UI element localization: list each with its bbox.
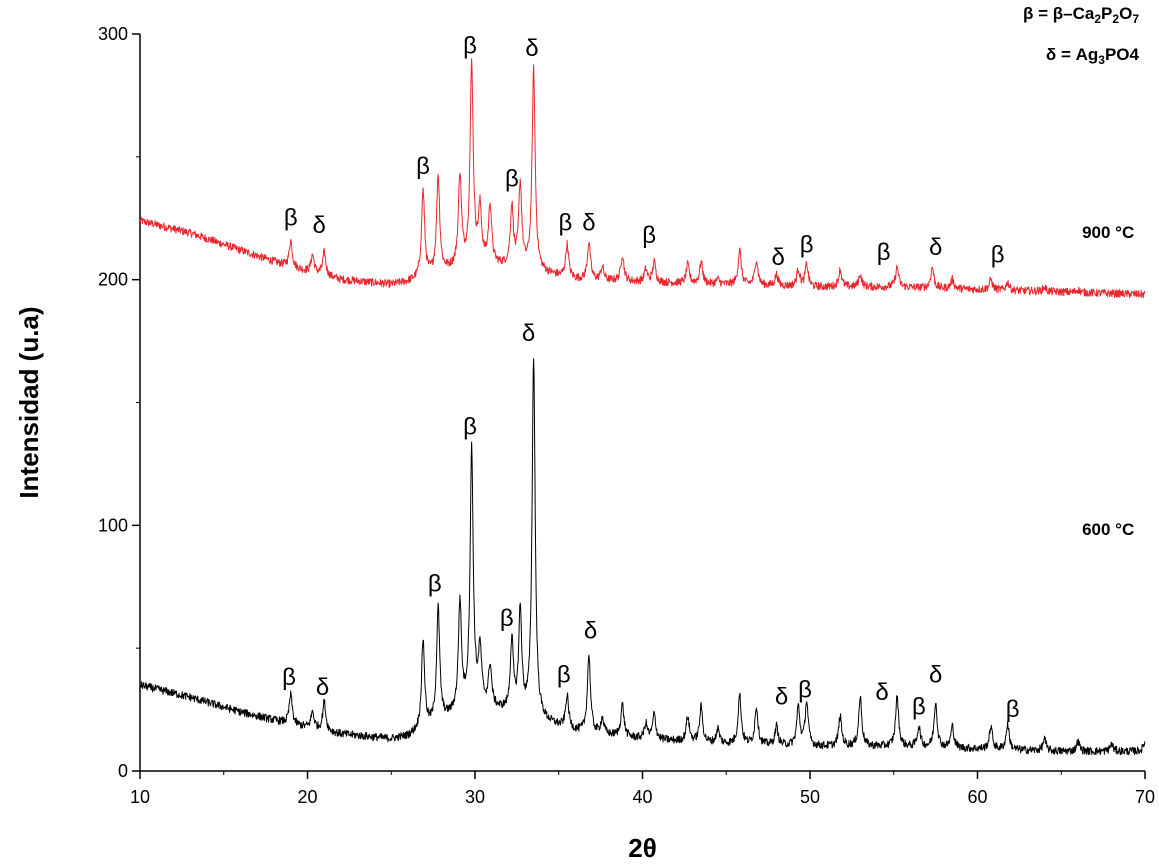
peak-annotation: β [284, 205, 298, 232]
x-tick-label: 30 [465, 787, 485, 807]
legend-beta-mid1: P [1101, 4, 1113, 23]
x-tick-label: 10 [130, 787, 150, 807]
legend-delta: δ = Ag3PO4 [1046, 45, 1139, 67]
legend-delta-equals: = Ag [1060, 45, 1099, 64]
peak-annotation: β [282, 664, 296, 691]
y-tick-label: 200 [98, 270, 128, 290]
legend-delta-sub1: 3 [1098, 53, 1105, 67]
y-tick-label: 100 [98, 515, 128, 535]
axes: 10 20 30 40 50 60 70 0 100 200 300 2θ Intensidad (u.… [14, 24, 1155, 863]
peak-annotation: β [428, 571, 442, 598]
x-tick-label: 70 [1135, 787, 1155, 807]
peak-annotation: β [991, 241, 1005, 268]
peak-annotation: β [463, 33, 477, 60]
legend-beta-sub2: 2 [1112, 12, 1120, 26]
series-layer [139, 57, 1146, 756]
peak-annotation: δ [525, 35, 538, 62]
peak-annotation: β [500, 605, 514, 632]
x-tick-label: 40 [632, 787, 652, 807]
legend-delta-rest: PO4 [1104, 45, 1139, 64]
legend-delta-symbol: δ [1045, 45, 1057, 64]
y-tick-label: 0 [118, 761, 128, 781]
peak-annotation: β [463, 413, 477, 440]
legend-beta-mid2: O [1119, 4, 1133, 23]
y-axis-label: Intensidad (u.a) [14, 306, 44, 498]
peak-annotation: δ [522, 320, 535, 347]
peak-annotation: β [559, 210, 573, 237]
peak-annotation: δ [316, 674, 329, 701]
series-label: 600 °C [1082, 520, 1134, 539]
legend-beta-symbol: β [1023, 4, 1034, 23]
x-axis-label: 2θ [628, 833, 657, 863]
peak-annotation: β [1006, 696, 1020, 723]
series-line-2 [139, 358, 1146, 756]
series-line-1 [139, 57, 1146, 299]
series-label: 900 °C [1082, 223, 1134, 242]
peak-annotation: β [642, 222, 656, 249]
legend-beta-sub3: 7 [1132, 12, 1139, 26]
legend-beta-sub1: 2 [1094, 12, 1102, 26]
peak-annotation: β [416, 153, 430, 180]
peak-annotation: β [505, 165, 519, 192]
peak-annotation: δ [775, 684, 788, 711]
peak-annotation: β [800, 232, 814, 259]
peak-annotation: δ [582, 210, 595, 237]
peak-annotation: δ [929, 662, 942, 689]
peak-annotation: δ [875, 679, 888, 706]
legend-beta: β = β–Ca2P2O7 [1023, 4, 1139, 26]
peak-annotation: β [798, 676, 812, 703]
peak-annotation: δ [584, 617, 597, 644]
peak-annotation: δ [771, 244, 784, 271]
peak-annotation: δ [929, 234, 942, 261]
x-tick-label: 20 [297, 787, 317, 807]
y-tick-label: 300 [98, 24, 128, 44]
peak-annotation: β [557, 662, 571, 689]
peak-annotation: β [912, 693, 926, 720]
peak-annotation: δ [313, 212, 326, 239]
legend-beta-prefix: β–Ca [1052, 4, 1095, 23]
legend-beta-equals: = [1038, 4, 1049, 23]
x-tick-label: 50 [800, 787, 820, 807]
peak-annotation: β [877, 239, 891, 266]
x-tick-label: 60 [967, 787, 987, 807]
